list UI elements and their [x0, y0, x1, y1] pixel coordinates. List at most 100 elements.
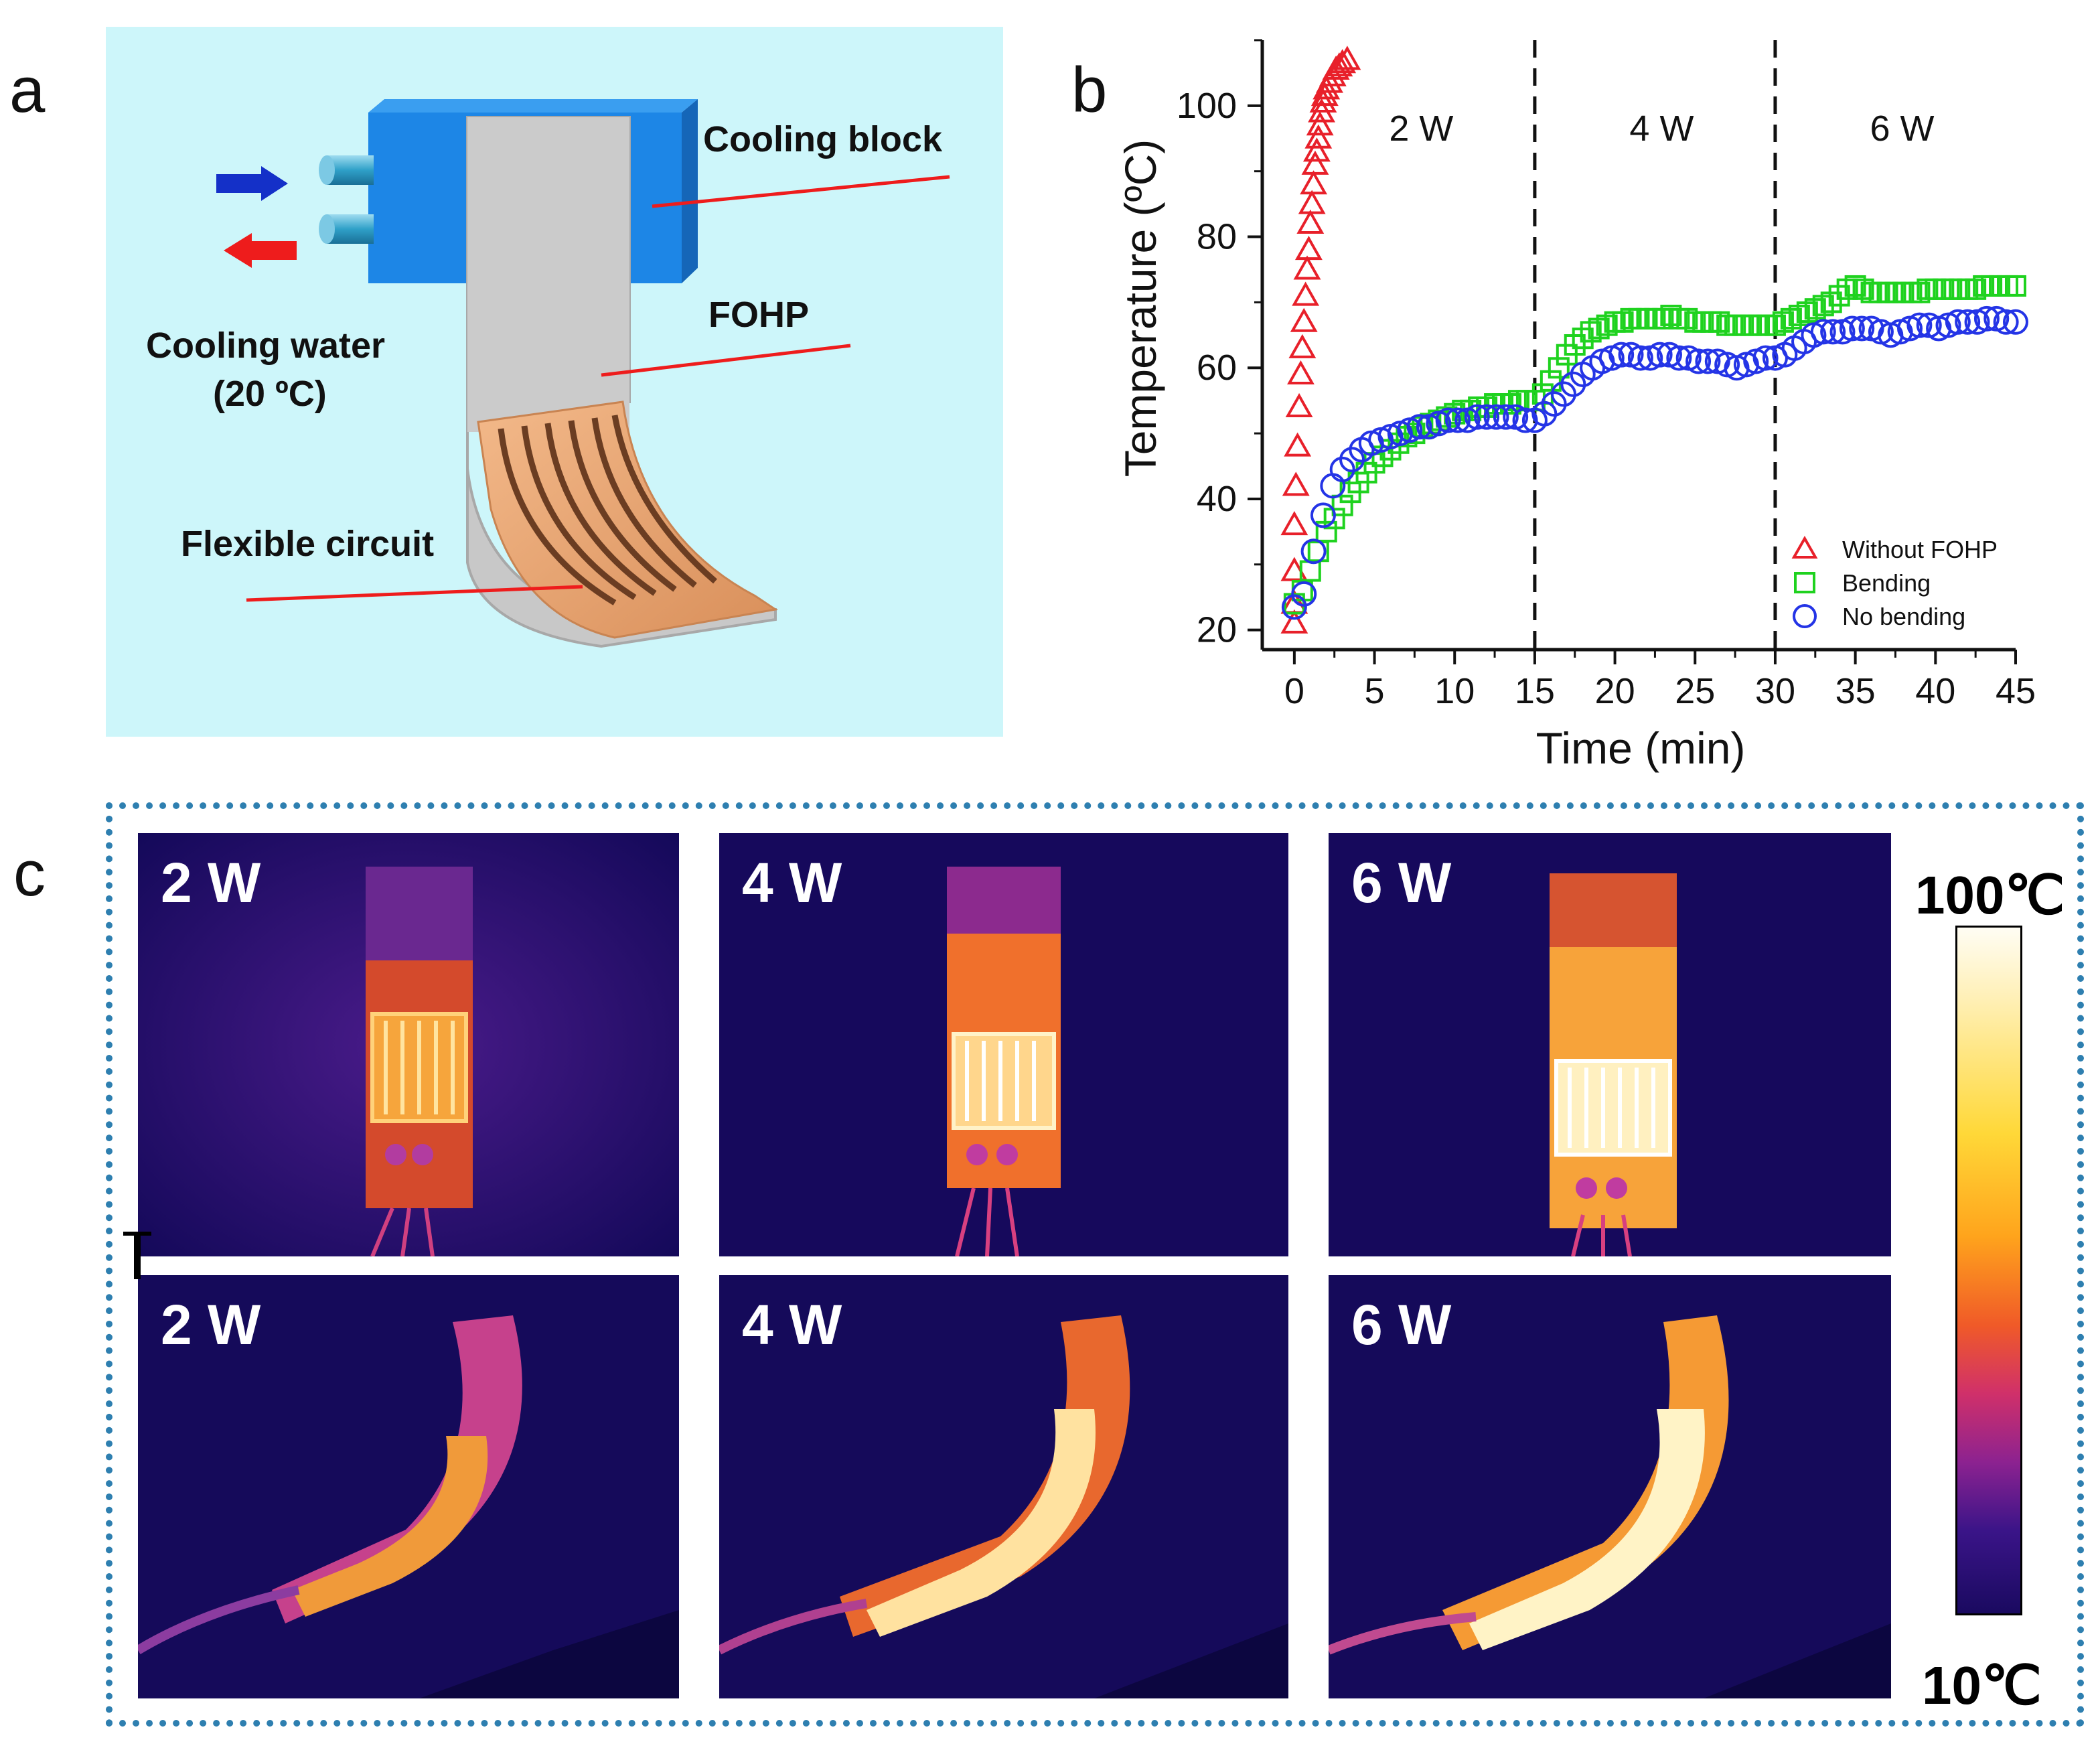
colorbar-min-label: 10℃ [1922, 1656, 2042, 1715]
point-2-16 [1435, 407, 1461, 433]
point-0-22 [1310, 82, 1339, 106]
point-1-24 [1476, 396, 1498, 418]
point-0-4 [1282, 471, 1310, 496]
label-cooling-water: Cooling water [146, 325, 385, 366]
x-tick-label-20: 20 [1595, 671, 1635, 711]
ir-image-bent-4w: 4 W [719, 1275, 1288, 1698]
point-0-6 [1285, 392, 1313, 417]
point-2-43 [1695, 348, 1721, 374]
legend-label-0: Without FOHP [1842, 536, 1998, 563]
point-2-36 [1627, 345, 1653, 371]
y-tick-label-80: 80 [1197, 217, 1237, 257]
water-pipe-outlet [319, 214, 374, 244]
point-1-67 [1820, 291, 1842, 313]
point-2-2 [1300, 538, 1327, 565]
point-2-69 [1945, 309, 1971, 335]
ir-label-bent-6w: 6 W [1351, 1293, 1452, 1356]
point-2-72 [1973, 305, 2000, 332]
point-2-5 [1329, 456, 1355, 482]
x-tick-label-30: 30 [1755, 671, 1795, 711]
ir-label-flat-2w: 2 W [161, 851, 261, 914]
point-1-47 [1660, 304, 1682, 326]
ir-image-flat-6w: 6 W [1329, 833, 1891, 1256]
point-1-78 [1908, 281, 1931, 303]
ir-image-flat-4w: 4 W [719, 833, 1288, 1256]
ir-image-bent-6w: 6 W [1329, 1275, 1891, 1698]
inflow-arrow-icon [216, 166, 288, 201]
point-1-49 [1676, 307, 1698, 330]
point-2-55 [1810, 319, 1836, 345]
colorbar-max-label: 100℃ [1915, 865, 2065, 925]
water-pipe-inlet [319, 155, 374, 185]
x-tick-label-35: 35 [1835, 671, 1876, 711]
cooling-block [368, 99, 698, 113]
circuit-traces [498, 415, 717, 605]
x-tick-label-25: 25 [1675, 671, 1715, 711]
point-2-29 [1560, 371, 1586, 397]
point-1-61 [1772, 311, 1794, 333]
point-1-6 [1331, 494, 1353, 516]
label-flexible-circuit: Flexible circuit [181, 524, 434, 564]
leader-fohp [601, 344, 851, 377]
segment-label-0: 2 W [1389, 108, 1453, 149]
panel-label-c: c [13, 838, 46, 909]
point-1-35 [1564, 334, 1586, 356]
point-1-32 [1540, 370, 1562, 392]
point-2-26 [1531, 400, 1558, 427]
point-1-70 [1844, 275, 1866, 297]
point-1-69 [1836, 278, 1858, 300]
point-2-6 [1339, 447, 1365, 473]
point-0-17 [1302, 137, 1331, 162]
ir-label-bent-4w: 4 W [742, 1293, 842, 1356]
colorbar [1955, 926, 2022, 1615]
point-1-60 [1764, 314, 1786, 336]
point-2-21 [1483, 404, 1509, 430]
legend-label-1: Bending [1842, 569, 1931, 597]
point-1-37 [1580, 321, 1602, 343]
legend-marker-1 [1794, 572, 1815, 593]
point-1-41 [1612, 311, 1634, 333]
point-1-62 [1780, 307, 1802, 330]
point-1-46 [1652, 307, 1674, 330]
point-1-27 [1500, 393, 1522, 415]
panel-a-schematic: Cooling block FOHP Cooling water (20 ºC)… [106, 27, 1003, 737]
point-2-27 [1541, 391, 1567, 417]
legend-marker-0 [1791, 535, 1818, 559]
point-0-19 [1306, 111, 1334, 136]
point-2-28 [1551, 381, 1576, 407]
point-0-13 [1296, 209, 1325, 234]
point-2-49 [1752, 345, 1779, 371]
x-tick-label-10: 10 [1434, 671, 1475, 711]
point-2-38 [1647, 342, 1673, 368]
x-tick-label-40: 40 [1915, 671, 1955, 711]
point-2-1 [1291, 581, 1317, 607]
point-1-85 [1965, 278, 1987, 300]
point-0-5 [1284, 432, 1312, 457]
label-fohp: FOHP [708, 295, 809, 335]
point-1-4 [1315, 520, 1337, 542]
point-2-75 [2003, 309, 2028, 335]
point-1-5 [1323, 508, 1345, 530]
point-1-71 [1852, 278, 1874, 300]
leader-cooling-block [652, 175, 950, 208]
point-2-22 [1493, 404, 1519, 430]
panel-label-b: b [1071, 54, 1108, 126]
ir-label-bent-2w: 2 W [161, 1293, 261, 1356]
point-2-34 [1608, 342, 1635, 368]
y-axis-title: Temperature (ºC) [1116, 139, 1165, 478]
point-1-38 [1588, 317, 1610, 340]
point-2-74 [1993, 309, 2019, 335]
point-0-18 [1304, 124, 1333, 149]
point-0-12 [1294, 236, 1323, 261]
x-tick-label-0: 0 [1284, 671, 1304, 711]
point-2-59 [1849, 315, 1875, 342]
point-0-8 [1288, 334, 1317, 358]
point-0-10 [1292, 281, 1320, 306]
panel-label-a: a [9, 54, 46, 126]
ir-image-flat-2w: 2 W [138, 833, 679, 1256]
point-2-3 [1310, 502, 1336, 528]
ir-image-bent-2w: 2 W [138, 1275, 679, 1698]
point-0-3 [1280, 511, 1308, 536]
point-2-20 [1474, 404, 1500, 430]
point-1-90 [2005, 275, 2026, 297]
